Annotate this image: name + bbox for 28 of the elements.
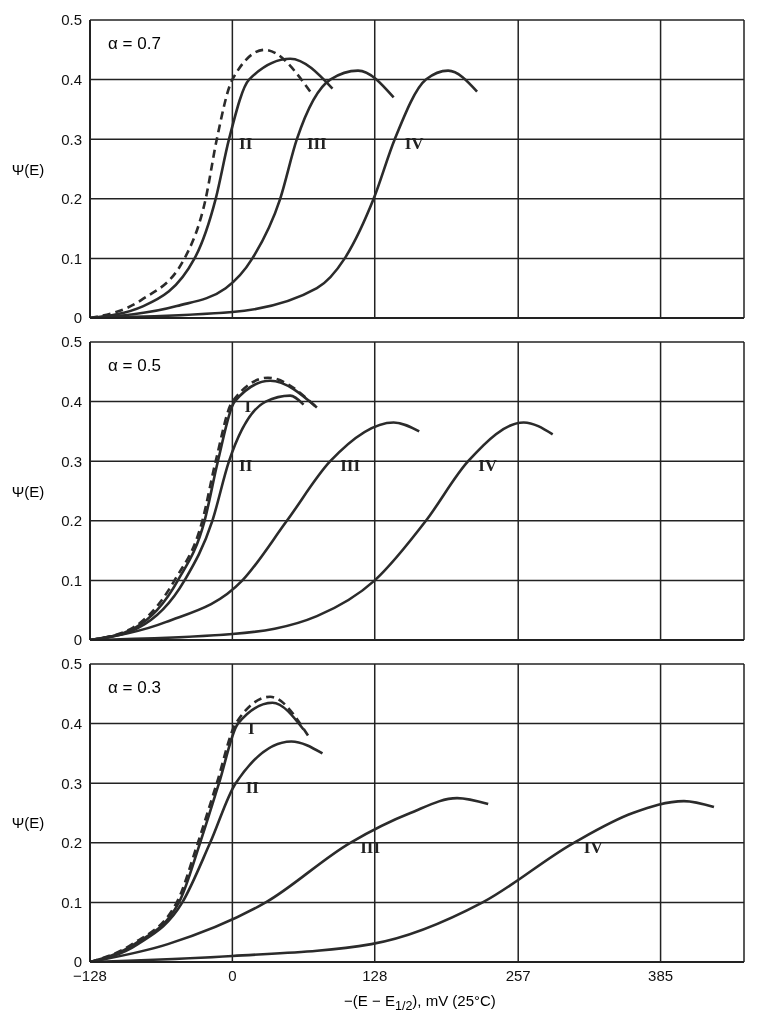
annotation: α = 0.5 [108,356,161,376]
annotation: α = 0.3 [108,678,161,698]
y-tick-label: 0.2 [61,834,82,852]
y-tick-label: 0.1 [61,893,82,911]
y-tick-label: 0.4 [61,392,82,410]
y-tick-label: 0.5 [61,655,82,673]
y-tick-label: 0.5 [61,11,82,29]
y-tick-label: 0.3 [61,774,82,792]
y-axis-title: Ψ(E) [10,813,46,831]
y-tick-label: 0.2 [61,512,82,530]
x-axis-title: −(E − E$_{1/2}$), mV (25°C) [343,992,497,1013]
x-tick-label: 385 [648,966,674,984]
x-tick-label: 128 [362,966,388,984]
y-tick-label: 0.1 [61,571,82,589]
y-tick-label: 0.3 [61,130,82,148]
y-axis-title: Ψ(E) [10,482,46,500]
y-axis-title: Ψ(E) [10,160,46,178]
y-tick-label: 0.3 [61,452,82,470]
annotation: α = 0.7 [108,34,161,54]
y-tick-label: 0.4 [61,714,82,732]
x-tick-label: 257 [505,966,531,984]
y-tick-label: 0.2 [61,190,82,208]
y-tick-label: 0.1 [61,249,82,267]
y-tick-label: 0.4 [61,70,82,88]
y-tick-label: 0 [73,631,82,649]
x-tick-label: 0 [228,966,237,984]
y-tick-label: 0.5 [61,333,82,351]
y-tick-label: 0 [73,309,82,327]
